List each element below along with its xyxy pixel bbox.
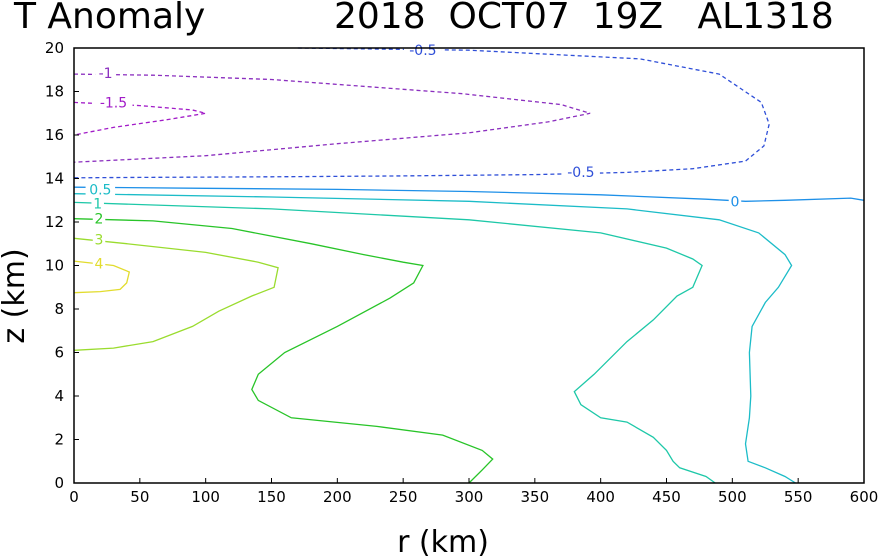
contour-label: 0.5 <box>89 182 111 198</box>
contour-label: -1.5 <box>100 95 127 111</box>
y-axis-label: z (km) <box>0 248 32 343</box>
contour-label-background <box>92 210 106 227</box>
x-tick-label: 100 <box>191 488 220 506</box>
x-tick-label: 400 <box>586 488 615 506</box>
y-tick-label: 20 <box>45 39 64 57</box>
contour-line <box>73 186 865 202</box>
y-tick-label: 14 <box>45 170 64 188</box>
plot-header: T Anomaly 2018 OCT07 19Z AL1318 <box>0 0 879 44</box>
contour-label-background <box>94 94 133 111</box>
contour-line <box>73 201 716 484</box>
contour-label-background <box>92 255 106 272</box>
contour-line <box>73 73 591 163</box>
contour-line <box>73 237 279 351</box>
y-tick-label: 18 <box>45 83 64 101</box>
contour-lines <box>73 47 865 484</box>
contour-line <box>73 47 770 179</box>
contour-label: 0 <box>731 194 740 210</box>
x-axis-label: r (km) <box>397 525 489 559</box>
contour-label: 3 <box>95 232 104 248</box>
contour-label-background <box>95 65 117 82</box>
contour-label-background <box>85 181 116 198</box>
x-tick-label: 550 <box>784 488 813 506</box>
y-tick-label: 4 <box>54 387 64 405</box>
contour-label-background <box>728 193 742 210</box>
contour-line <box>73 218 494 484</box>
contour-label: -0.5 <box>409 43 436 59</box>
x-tick-label: 500 <box>718 488 747 506</box>
datetime-storm-title: 2018 OCT07 19Z AL1318 <box>334 0 834 37</box>
y-tick-label: 10 <box>45 257 64 275</box>
y-tick-label: 16 <box>45 126 64 144</box>
contour-label: 1 <box>93 197 102 213</box>
field-title: T Anomaly <box>14 0 206 37</box>
contour-line <box>73 260 131 294</box>
x-tick-label: 450 <box>652 488 681 506</box>
x-tick-label: 0 <box>69 488 79 506</box>
contour-line <box>73 101 206 136</box>
contour-label-background <box>561 163 600 180</box>
plot-frame <box>73 47 865 484</box>
x-tick-label: 300 <box>455 488 484 506</box>
x-tick-label: 600 <box>850 488 879 506</box>
contour-labels: -0.5 -0.5 -1 -1.5 0 0.512 3 4 <box>85 42 742 272</box>
axis-ticks: 0 50 100 150 200 250 300 350 400 450 500 550 6000246… <box>45 39 878 506</box>
contour-label: -0.5 <box>567 165 594 181</box>
y-tick-label: 2 <box>54 431 64 449</box>
contour-line <box>73 193 796 484</box>
y-tick-label: 6 <box>54 344 64 362</box>
contour-label-background <box>92 231 106 248</box>
contour-label-background <box>403 42 442 59</box>
contour-label: 2 <box>95 212 104 228</box>
contour-label: 4 <box>95 256 104 272</box>
contour-label-background <box>91 195 104 212</box>
x-tick-label: 250 <box>389 488 418 506</box>
x-tick-label: 350 <box>521 488 550 506</box>
y-tick-label: 8 <box>54 300 64 318</box>
contour-label: -1 <box>99 66 113 82</box>
x-tick-label: 50 <box>130 488 149 506</box>
y-tick-label: 12 <box>45 213 64 231</box>
x-tick-label: 200 <box>323 488 352 506</box>
y-tick-label: 0 <box>54 474 64 492</box>
x-tick-label: 150 <box>257 488 286 506</box>
